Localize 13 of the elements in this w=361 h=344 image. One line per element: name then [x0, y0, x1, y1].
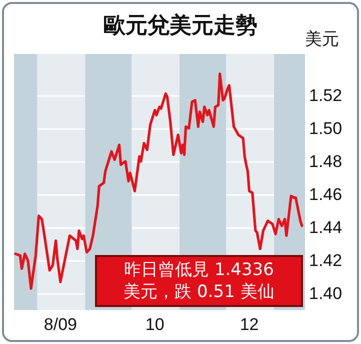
y-axis-title: 美元 [305, 30, 339, 50]
y-tick-label: 1.40 [309, 284, 342, 303]
x-tick-label: 12 [240, 315, 259, 334]
x-tick-label: 8/09 [44, 315, 77, 334]
chart-title: 歐元兌美元走勢 [104, 12, 258, 38]
y-tick-label: 1.42 [309, 250, 342, 270]
y-tick-label: 1.48 [309, 152, 342, 171]
y-tick-label: 1.50 [309, 118, 342, 138]
y-tick-label: 1.44 [309, 218, 342, 237]
y-tick-label: 1.46 [309, 184, 342, 204]
callout-box: 昨日曾低見 1.4336 美元，跌 0.51 美仙 [95, 255, 303, 307]
x-tick-label: 10 [145, 315, 164, 334]
y-tick-label: 1.52 [309, 86, 342, 105]
